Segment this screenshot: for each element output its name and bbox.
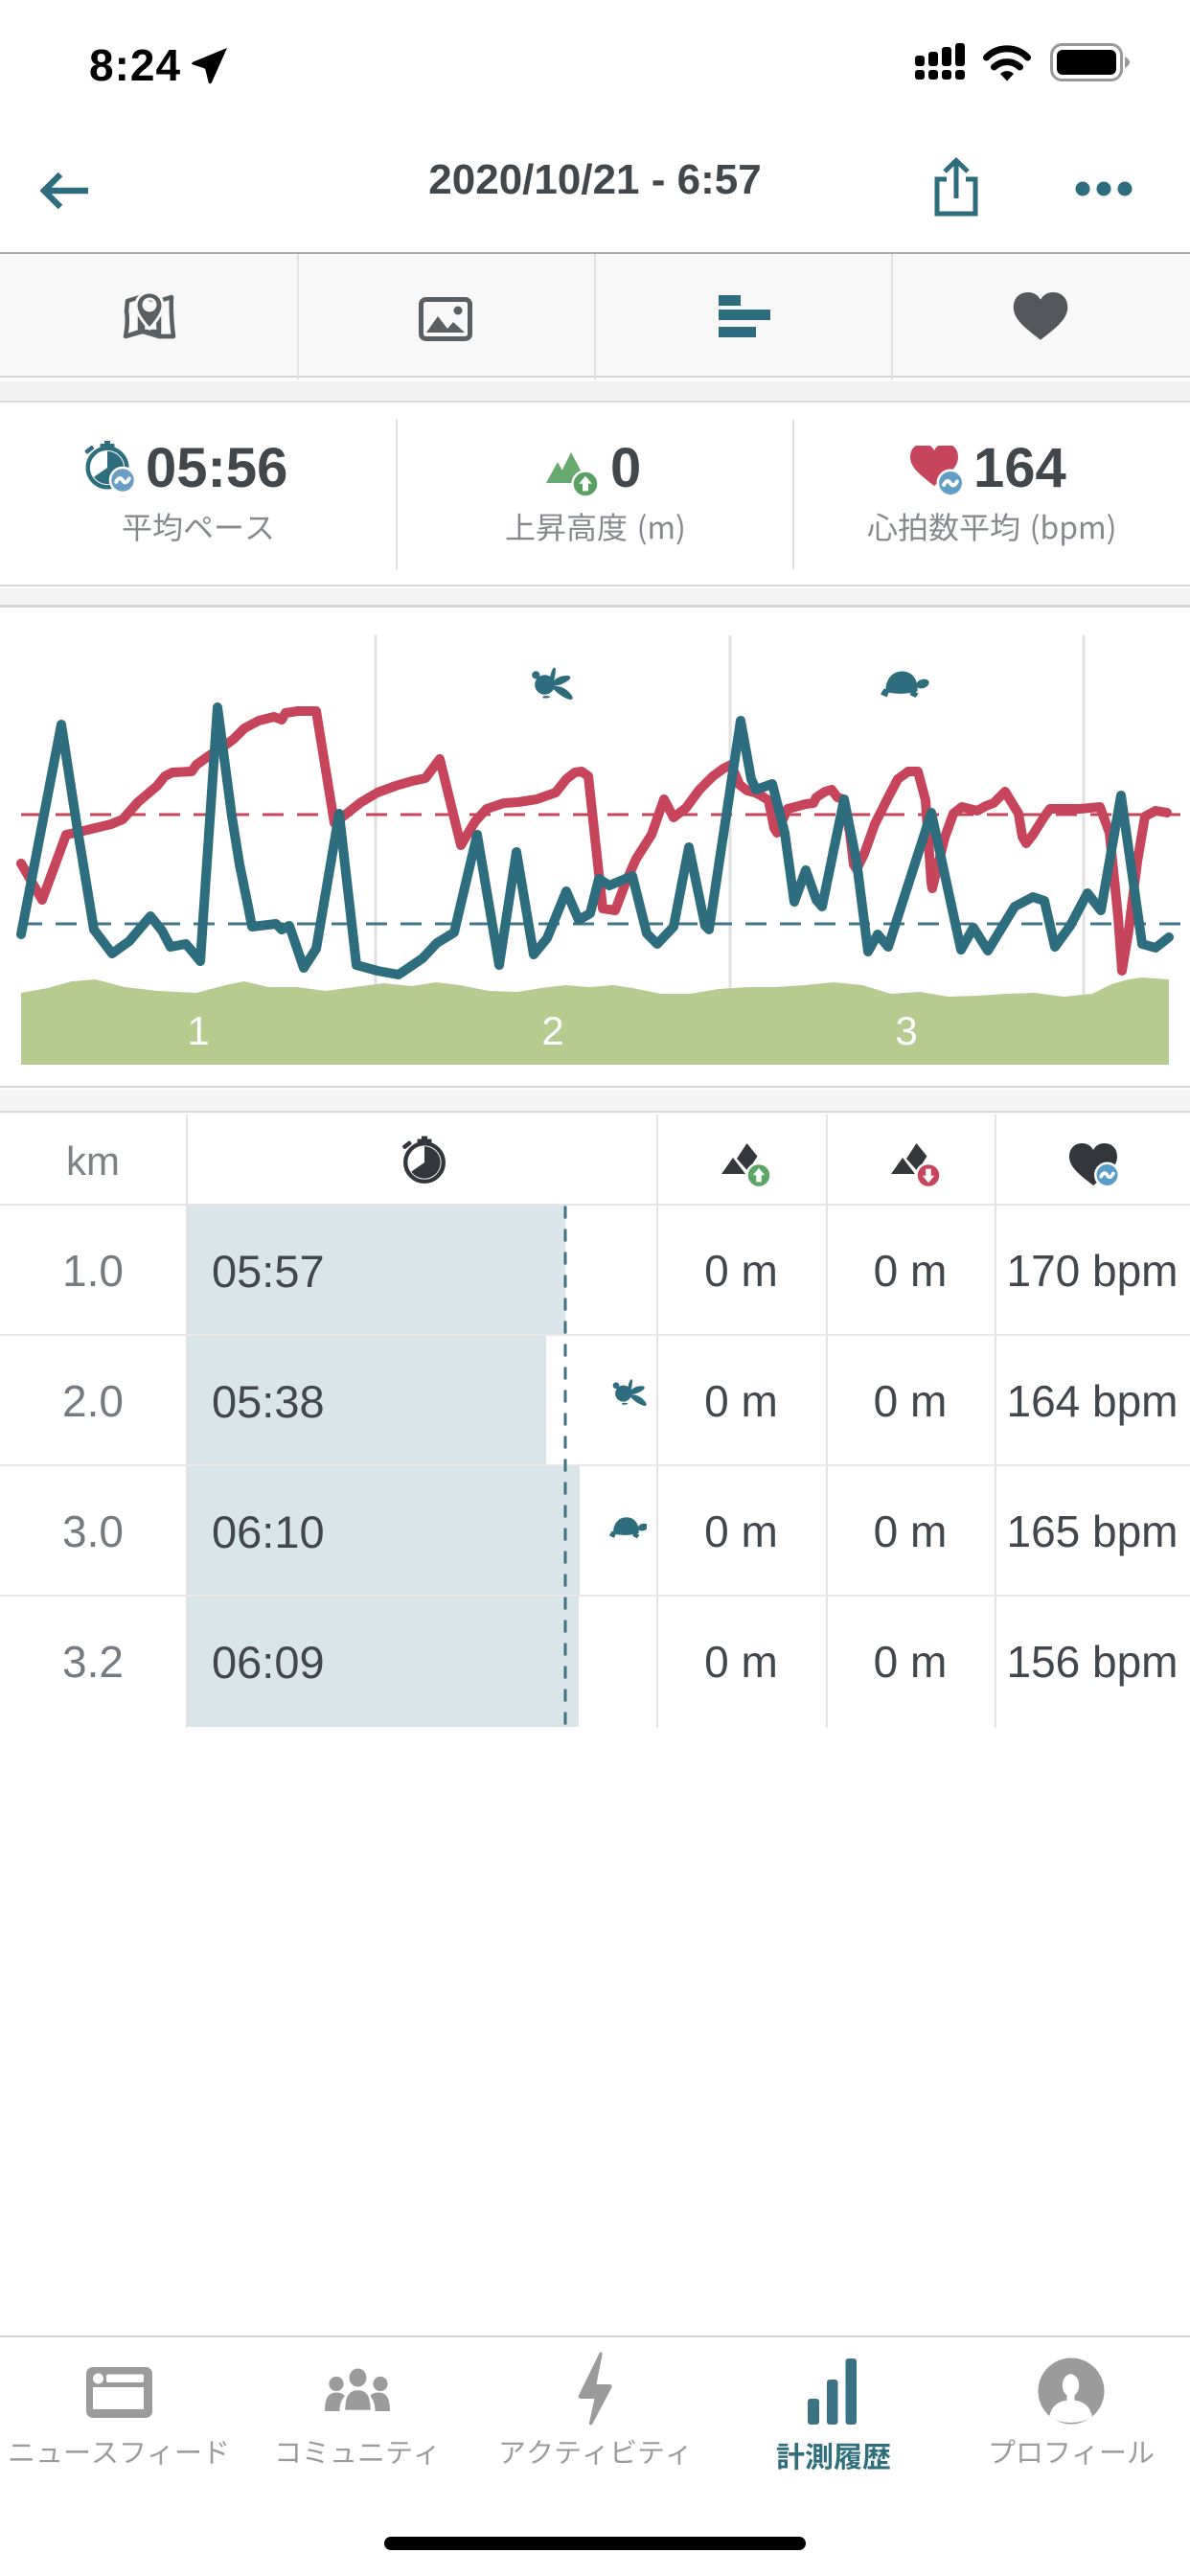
svg-text:3: 3 xyxy=(895,1008,917,1053)
svg-text:1: 1 xyxy=(187,1008,209,1053)
svg-text:2: 2 xyxy=(541,1008,563,1053)
